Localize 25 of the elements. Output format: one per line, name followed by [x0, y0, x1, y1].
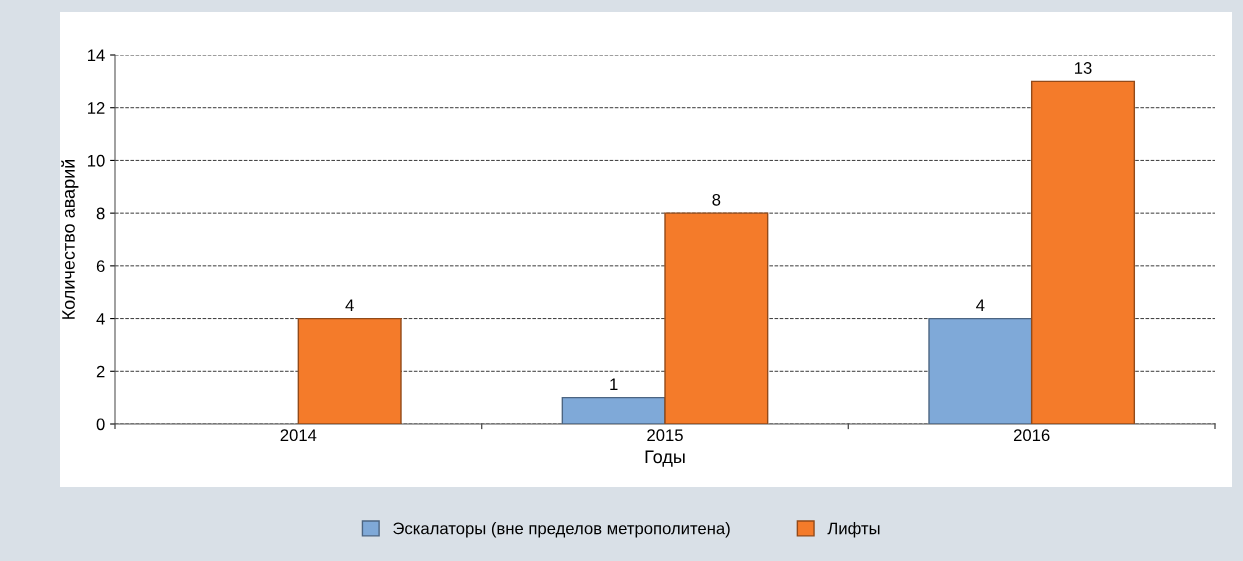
- data-label: 1: [610, 378, 618, 391]
- x-tick-label: 2014: [280, 429, 317, 442]
- bar: [664, 212, 769, 424]
- y-tick-label: 12: [88, 102, 105, 114]
- data-label: 4: [976, 299, 985, 311]
- bar: [1030, 80, 1136, 424]
- legend-label: Эскалаторы (вне пределов метрополитена): [393, 522, 730, 538]
- data-label: 13: [1075, 62, 1092, 74]
- y-tick-label: 10: [88, 154, 105, 167]
- y-tick-label: 6: [96, 260, 105, 273]
- y-tick-label: 2: [96, 365, 105, 378]
- bar: [561, 396, 666, 424]
- y-tick-label: 14: [88, 49, 105, 62]
- x-tick-label: 2016: [1013, 429, 1050, 442]
- legend-label: Лифты: [827, 522, 880, 538]
- x-axis-title: Годы: [645, 450, 685, 467]
- bar: [928, 317, 1033, 424]
- y-axis-title: Количество аварий: [61, 159, 79, 319]
- bar: [297, 317, 402, 424]
- x-tick-label: 2015: [647, 429, 683, 442]
- y-tick-label: 0: [96, 418, 105, 431]
- y-tick-label: 8: [96, 207, 105, 220]
- y-tick-label: 4: [96, 313, 105, 325]
- data-label: 8: [712, 193, 721, 206]
- data-label: 4: [345, 299, 354, 311]
